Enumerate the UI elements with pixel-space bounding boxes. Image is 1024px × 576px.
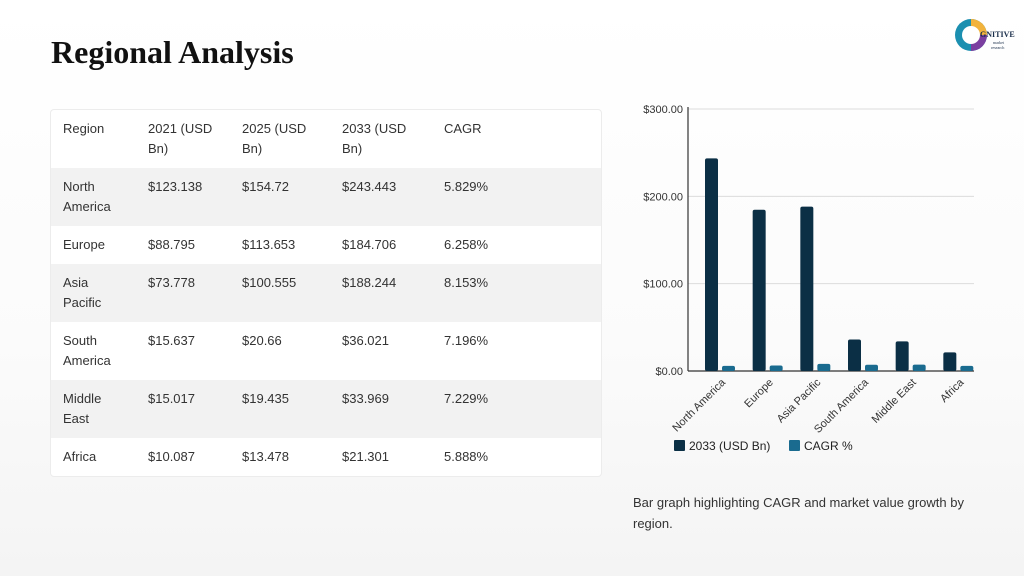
cell-2033: $36.021: [342, 333, 389, 348]
cell-2033: $243.443: [342, 179, 397, 194]
bar: [800, 206, 814, 371]
cell-2021: $15.637: [148, 333, 195, 348]
bar: [752, 209, 766, 371]
table-row: Africa $10.087 $13.478 $21.301 5.888%: [51, 438, 601, 476]
cell-region: Asia Pacific: [63, 275, 102, 310]
cell-2025: $100.555: [242, 275, 297, 290]
header-2021: 2021 (USD Bn): [148, 121, 213, 156]
table-row: North America $123.138 $154.72 $243.443 …: [51, 168, 601, 226]
cell-2033: $184.706: [342, 237, 397, 252]
cell-2021: $123.138: [148, 179, 203, 194]
company-logo: GNITIVE market research: [953, 15, 1015, 55]
x-tick-label: Middle East: [870, 377, 919, 426]
x-tick-label: Asia Pacific: [775, 376, 824, 425]
legend-swatch: [789, 440, 800, 451]
cell-2025: $19.435: [242, 391, 289, 406]
bar: [912, 364, 926, 371]
header-cagr: CAGR: [444, 121, 482, 136]
bar: [722, 365, 735, 371]
logo-text: GNITIVE: [980, 30, 1015, 39]
svg-text:research: research: [991, 45, 1004, 50]
cell-cagr: 8.153%: [444, 275, 489, 290]
table-header-row: Region 2021 (USD Bn) 2025 (USD Bn) 2033 …: [51, 110, 601, 168]
cell-region: Europe: [63, 237, 105, 252]
cell-2033: $188.244: [342, 275, 397, 290]
cell-region: Africa: [63, 449, 97, 464]
header-2025: 2025 (USD Bn): [242, 121, 307, 156]
bar: [895, 341, 909, 371]
regional-data-table: Region 2021 (USD Bn) 2025 (USD Bn) 2033 …: [50, 109, 602, 477]
x-tick-label: Africa: [938, 376, 967, 405]
cell-region: Middle East: [63, 391, 102, 426]
cell-2021: $88.795: [148, 237, 195, 252]
cell-region: North America: [63, 179, 111, 214]
cell-cagr: 7.196%: [444, 333, 489, 348]
cell-2025: $13.478: [242, 449, 289, 464]
cell-cagr: 7.229%: [444, 391, 489, 406]
cell-2021: $73.778: [148, 275, 195, 290]
chart-caption: Bar graph highlighting CAGR and market v…: [633, 495, 964, 531]
table-row: Middle East $15.017 $19.435 $33.969 7.22…: [51, 380, 601, 438]
legend-label: CAGR %: [804, 439, 853, 453]
cell-cagr: 6.258%: [444, 237, 489, 252]
cell-2025: $20.66: [242, 333, 282, 348]
cell-2025: $154.72: [242, 179, 289, 194]
bar-chart: $0.00 $100.00 $200.00 $300.00 North America E…: [626, 96, 986, 466]
y-tick-label: $100.00: [643, 279, 683, 291]
cell-cagr: 5.829%: [444, 179, 489, 194]
cell-cagr: 5.888%: [444, 449, 489, 464]
y-tick-label: $300.00: [643, 104, 683, 116]
bar: [769, 365, 783, 371]
cell-region: South America: [63, 333, 111, 368]
cell-2021: $10.087: [148, 449, 195, 464]
bar: [960, 365, 974, 371]
bar: [848, 339, 861, 371]
svg-text:market: market: [993, 40, 1005, 45]
table-row: Asia Pacific $73.778 $100.555 $188.244 8…: [51, 264, 601, 322]
y-tick-label: $0.00: [655, 366, 683, 378]
bar: [817, 363, 831, 371]
bar: [943, 352, 957, 371]
cell-2025: $113.653: [242, 237, 296, 252]
header-2033: 2033 (USD Bn): [342, 121, 407, 156]
bar: [705, 158, 718, 371]
header-region: Region: [63, 121, 105, 136]
table-row: South America $15.637 $20.66 $36.021 7.1…: [51, 322, 601, 380]
y-tick-label: $200.00: [643, 191, 683, 203]
page-title: Regional Analysis: [51, 34, 294, 70]
x-tick-label: North America: [670, 376, 728, 434]
legend-swatch: [674, 440, 685, 451]
table-row: Europe $88.795 $113.653 $184.706 6.258%: [51, 226, 601, 264]
cell-2033: $33.969: [342, 391, 389, 406]
bar-chart-svg: $0.00 $100.00 $200.00 $300.00 North America E…: [643, 104, 974, 453]
bar: [865, 364, 878, 371]
cell-2033: $21.301: [342, 449, 389, 464]
cell-2021: $15.017: [148, 391, 195, 406]
x-tick-label: Europe: [742, 377, 776, 411]
legend-label: 2033 (USD Bn): [689, 439, 770, 453]
